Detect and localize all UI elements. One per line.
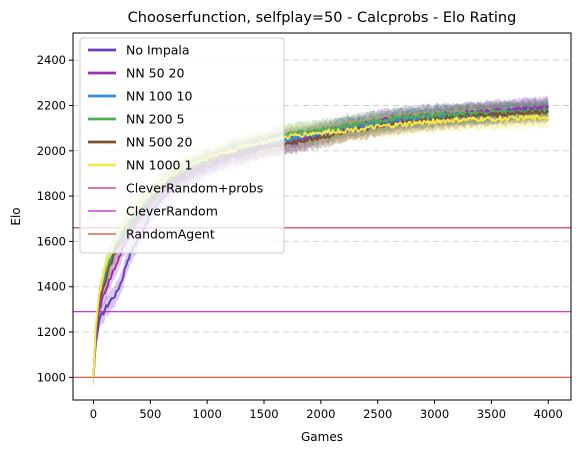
y-tick-label: 1600 <box>37 234 66 248</box>
y-tick-label: 1000 <box>37 370 66 384</box>
x-tick-label: 4000 <box>534 407 563 421</box>
y-axis-label: Elo <box>9 207 23 225</box>
x-axis-label: Games <box>301 430 343 444</box>
legend-label: NN 500 20 <box>126 135 192 150</box>
x-tick-label: 1000 <box>193 407 222 421</box>
y-tick-label: 2200 <box>37 98 66 112</box>
legend-label: No Impala <box>126 43 190 58</box>
x-tick-label: 500 <box>139 407 161 421</box>
legend-label: CleverRandom <box>126 204 218 219</box>
y-tick-label: 1200 <box>37 325 66 339</box>
x-tick-label: 0 <box>90 407 97 421</box>
legend-label: NN 50 20 <box>126 66 185 81</box>
legend-label: NN 200 5 <box>126 112 184 127</box>
y-tick-label: 1800 <box>37 189 66 203</box>
x-tick-label: 3500 <box>477 407 506 421</box>
x-tick-label: 1500 <box>249 407 278 421</box>
chart-title: Chooserfunction, selfplay=50 - Calcprobs… <box>128 10 517 26</box>
legend-label: NN 100 10 <box>126 89 192 104</box>
y-tick-label: 2000 <box>37 144 66 158</box>
legend-label: CleverRandom+probs <box>126 181 263 196</box>
y-tick-label: 2400 <box>37 53 66 67</box>
legend: No Impala NN 50 20 NN 100 10 NN 200 5 NN 500… <box>80 38 284 253</box>
legend-label: RandomAgent <box>126 227 215 242</box>
x-tick-label: 2000 <box>306 407 335 421</box>
x-tick-label: 2500 <box>363 407 392 421</box>
x-tick-label: 3000 <box>420 407 449 421</box>
y-tick-label: 1400 <box>37 280 66 294</box>
legend-label: NN 1000 1 <box>126 158 192 173</box>
